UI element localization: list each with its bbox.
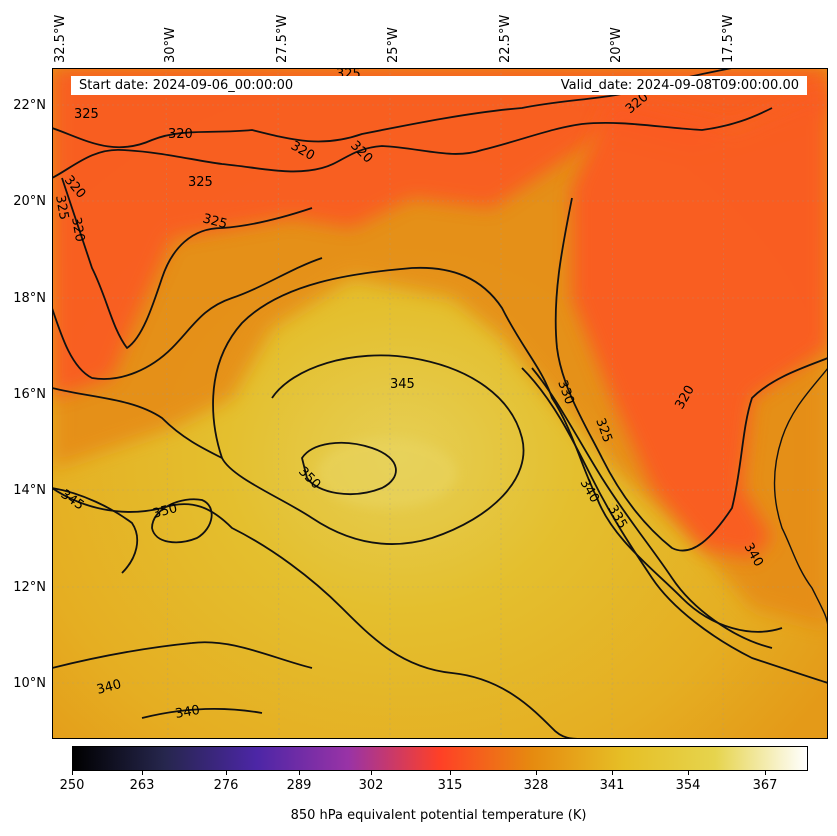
contour-320-west [61, 177, 313, 349]
contour-325-north [52, 107, 773, 179]
contour-coast-africa [773, 367, 828, 629]
lat-tick: 14°N [13, 483, 46, 498]
field-east-red [572, 88, 828, 558]
contour-label: 320 [168, 127, 193, 142]
lon-tick: 25°W [386, 27, 401, 63]
contour-340-south [52, 641, 313, 669]
contour-335 [531, 367, 773, 649]
contour-345 [221, 354, 525, 545]
date-info-box: Start date: 2024-09-06_00:00:00 Valid_da… [71, 76, 807, 95]
colorbar-tickmark [371, 771, 372, 775]
contour-330 [52, 266, 783, 633]
lon-tick: 17.5°W [721, 14, 736, 63]
field-center-pale [317, 438, 457, 508]
colorbar-tick: 354 [675, 778, 701, 793]
contour-label: 325 [188, 175, 213, 190]
contour-label: 325 [201, 211, 229, 232]
contour-label: 340 [174, 703, 201, 722]
colorbar-tick: 250 [59, 778, 85, 793]
colorbar-tickmark [72, 771, 73, 775]
colorbar-tickmark [226, 771, 227, 775]
colorbar [72, 746, 808, 771]
colorbar-tick: 289 [286, 778, 312, 793]
colorbar-tickmark [688, 771, 689, 775]
lat-tick: 12°N [13, 580, 46, 595]
field-north-red [52, 68, 828, 398]
gridlines [52, 68, 828, 739]
lon-tick: 30°W [163, 27, 178, 63]
lat-tick: 20°N [13, 194, 46, 209]
contour-350-west [151, 498, 213, 544]
valid-date: Valid_date: 2024-09-08T09:00:00.00 [560, 78, 799, 93]
colorbar-tick: 328 [523, 778, 549, 793]
map-frame [52, 68, 828, 739]
colorbar-tick: 315 [437, 778, 463, 793]
map-panel: 325 325 320 320 320 320 325 320 325 325 … [52, 68, 828, 739]
lon-tick: 20°W [609, 27, 624, 63]
lat-tick: 22°N [13, 98, 46, 113]
lon-tick: 22.5°W [498, 14, 513, 63]
lat-tick: 18°N [13, 291, 46, 306]
contour-340-big [52, 487, 583, 739]
colorbar-tick: 263 [129, 778, 155, 793]
colorbar-tickmark [536, 771, 537, 775]
contour-350-center [301, 441, 397, 495]
contour-label: 325 [52, 194, 71, 221]
colorbar-tick: 302 [358, 778, 384, 793]
contour-label: 345 [390, 377, 415, 392]
map-field: 325 325 320 320 320 320 325 320 325 325 … [52, 68, 828, 739]
lat-tick: 16°N [13, 387, 46, 402]
contour-325-west [52, 257, 323, 380]
colorbar-tick: 341 [599, 778, 625, 793]
colorbar-tickmark [299, 771, 300, 775]
lat-tick: 10°N [13, 676, 46, 691]
colorbar-tickmark [612, 771, 613, 775]
contour-label: 350 [151, 501, 179, 522]
contour-label: 325 [74, 107, 99, 122]
contour-345-west [52, 487, 139, 574]
contour-340-south2 [141, 707, 263, 719]
lon-tick: 27.5°W [275, 14, 290, 63]
colorbar-tick: 276 [213, 778, 239, 793]
contour-label: 340 [95, 677, 123, 698]
colorbar-tick: 367 [752, 778, 778, 793]
lon-tick: 32.5°W [53, 14, 68, 63]
colorbar-tickmark [450, 771, 451, 775]
colorbar-label: 850 hPa equivalent potential temperature… [290, 808, 587, 823]
colorbar-tickmark [142, 771, 143, 775]
colorbar-tickmark [765, 771, 766, 775]
contour-325-east [554, 197, 828, 552]
start-date: Start date: 2024-09-06_00:00:00 [79, 78, 294, 93]
contour-label: 320 [68, 216, 87, 243]
contour-340-east [521, 367, 828, 684]
